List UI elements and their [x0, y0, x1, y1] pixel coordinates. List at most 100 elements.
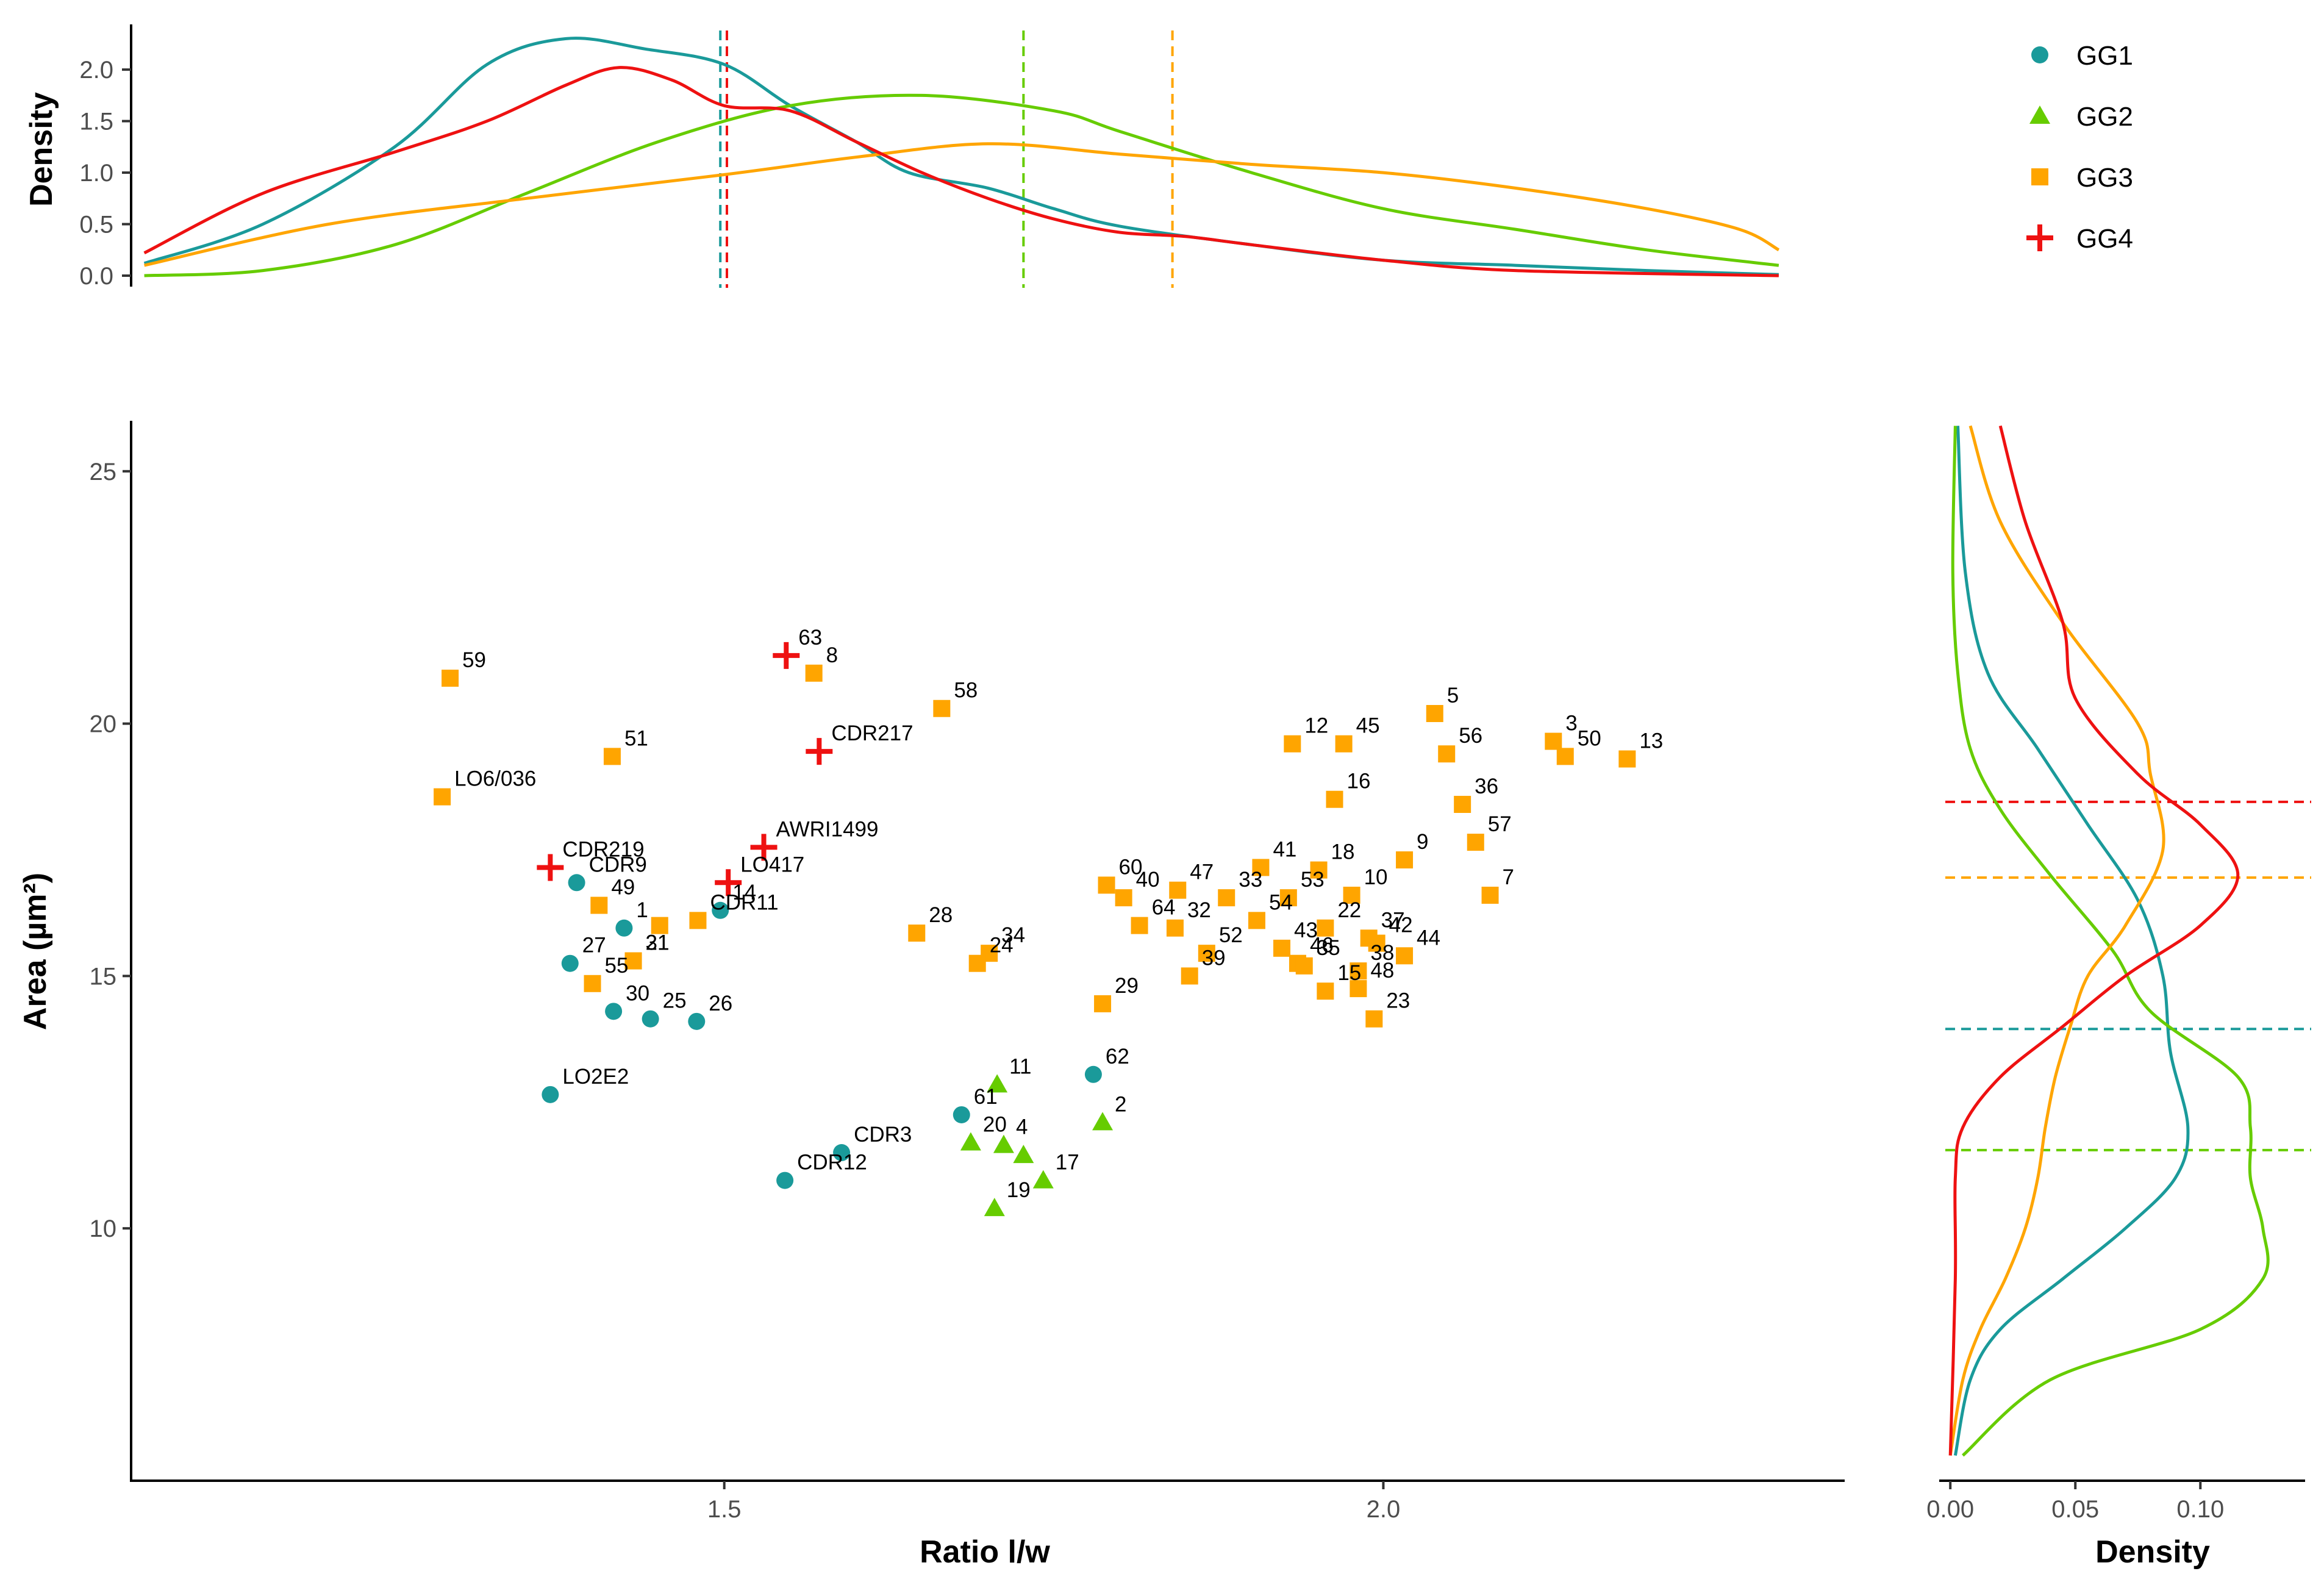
point-gg3-59: [442, 670, 459, 687]
top-density-tick-label: 1.5: [79, 109, 113, 135]
point-gg4-cdr219: [537, 854, 564, 881]
scatter-x-title: Ratio l/w: [920, 1534, 1050, 1570]
point-label-cdr219: CDR219: [562, 837, 644, 861]
top-density-y-ticks: 0.0 0.5 1.0 1.5 2.0: [79, 57, 131, 290]
point-gg2-17: [1032, 1170, 1054, 1189]
point-gg3-lo6-036: [434, 788, 451, 806]
point-gg1-1: [615, 919, 633, 937]
point-label-32: 32: [1187, 898, 1211, 922]
point-gg3-60: [1098, 876, 1115, 894]
point-label-41: 41: [1273, 837, 1296, 861]
point-gg1-14: [712, 901, 729, 919]
point-label-34: 34: [1001, 923, 1025, 947]
point-gg3-7: [1481, 886, 1499, 904]
point-label-8: 8: [826, 643, 838, 667]
point-gg4-cdr217: [806, 738, 833, 765]
top-density-curve-gg2: [144, 93, 1779, 277]
point-gg3-56: [1438, 745, 1456, 763]
point-label-31: 31: [646, 931, 670, 955]
point-gg3-16: [1326, 790, 1343, 808]
point-gg3-40: [1115, 889, 1132, 907]
point-gg3-64: [1131, 917, 1148, 934]
point-label-lo417: LO417: [740, 853, 804, 876]
top-density-curve-gg4: [143, 66, 1779, 277]
point-label-cdr3: CDR3: [854, 1123, 912, 1147]
point-gg3-32: [1166, 919, 1184, 937]
scatter-points: [434, 642, 1636, 1217]
top-density-curves: [143, 37, 1780, 277]
point-label-13: 13: [1639, 729, 1663, 753]
point-gg3-24: [968, 954, 986, 972]
x-tick-label: 2.0: [1367, 1496, 1401, 1523]
point-gg3-52: [1198, 945, 1215, 962]
point-gg3-42: [1368, 934, 1385, 952]
point-label-39: 39: [1202, 946, 1226, 970]
point-label-cdr11: CDR11: [710, 890, 778, 914]
point-label-5: 5: [1447, 684, 1459, 707]
right-density-curve-gg2: [1951, 426, 2270, 1457]
point-label-42: 42: [1389, 914, 1413, 937]
point-label-64: 64: [1152, 896, 1176, 920]
point-gg2-20: [960, 1132, 981, 1151]
point-gg3-36: [1454, 795, 1471, 813]
point-gg1-61: [953, 1106, 970, 1123]
point-gg1-cdr12: [776, 1172, 794, 1189]
point-gg4-lo417: [715, 869, 742, 896]
point-gg3-cdr11: [689, 912, 707, 929]
point-gg2-unlabeled: [1013, 1145, 1034, 1164]
point-label-19: 19: [1007, 1178, 1031, 1202]
point-label-11: 11: [1009, 1054, 1031, 1078]
point-gg2-2: [1092, 1112, 1114, 1131]
legend-key-gg4: [2026, 224, 2053, 251]
point-label-47: 47: [1190, 860, 1214, 884]
legend-key-gg1: [2031, 46, 2048, 63]
point-label-20: 20: [983, 1112, 1007, 1136]
point-label-61: 61: [974, 1085, 998, 1109]
y-tick-label: 25: [90, 459, 117, 485]
top-density-tick-label: 2.0: [79, 57, 113, 84]
point-gg3-23: [1365, 1010, 1383, 1028]
point-label-29: 29: [1115, 974, 1139, 998]
point-gg3-3: [1545, 732, 1562, 750]
top-density-curve-gg3: [144, 142, 1780, 267]
point-label-54: 54: [1269, 890, 1293, 914]
point-label-4: 4: [1016, 1115, 1028, 1139]
right-density-x-title: Density: [2095, 1534, 2210, 1570]
point-label-48: 48: [1370, 959, 1394, 982]
right-density-tick-label: 0.05: [2051, 1496, 2099, 1523]
point-label-15: 15: [1337, 961, 1361, 985]
scatter-x-ticks: 1.5 2.0: [707, 1481, 1400, 1523]
point-gg3-33: [1218, 889, 1235, 907]
point-label-53: 53: [1301, 868, 1325, 892]
right-density-curve-gg4: [1948, 425, 2240, 1456]
point-gg3-12: [1284, 735, 1301, 753]
point-label-43: 43: [1294, 918, 1318, 942]
right-density-tick-label: 0.10: [2176, 1496, 2224, 1523]
legend-label-gg2: GG2: [2076, 102, 2133, 132]
point-gg3-5: [1426, 705, 1443, 723]
top-density-panel: 0.0 0.5 1.0 1.5 2.0 Density: [24, 24, 1780, 290]
point-gg1-27: [561, 954, 579, 972]
point-gg3-13: [1618, 750, 1636, 768]
point-gg1-cdr3: [833, 1144, 851, 1162]
right-density-curve-gg1: [1953, 426, 2190, 1456]
point-label-49: 49: [611, 876, 635, 900]
top-density-curve-gg1: [143, 37, 1779, 276]
point-label-59: 59: [462, 648, 486, 672]
point-gg3-55: [584, 975, 601, 992]
point-gg3-28: [908, 925, 926, 942]
point-label-60: 60: [1119, 855, 1143, 879]
point-gg3-15: [1317, 982, 1334, 1000]
legend-label-gg1: GG1: [2076, 41, 2133, 71]
point-gg3-22: [1317, 919, 1334, 937]
point-gg3-53: [1279, 889, 1297, 907]
point-gg3-9: [1396, 851, 1414, 869]
point-label-55: 55: [605, 954, 629, 978]
point-label-35: 35: [1317, 936, 1340, 960]
point-label-46: 46: [1310, 934, 1334, 957]
point-gg3-45: [1335, 735, 1353, 753]
y-tick-label: 10: [90, 1215, 117, 1242]
point-gg3-50: [1556, 748, 1574, 765]
